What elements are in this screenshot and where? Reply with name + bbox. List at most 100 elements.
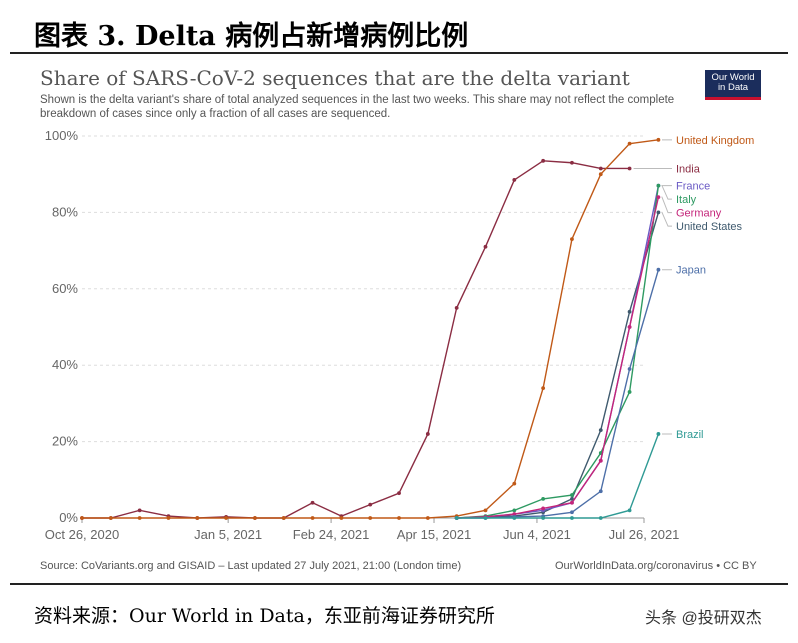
data-point-india bbox=[627, 166, 632, 171]
data-point-japan bbox=[570, 510, 574, 515]
watermark: 头条 @投研双杰 bbox=[645, 610, 762, 627]
data-point-italy bbox=[627, 390, 632, 394]
data-point-japan bbox=[656, 267, 661, 272]
data-point-italy bbox=[656, 183, 661, 188]
data-point-india bbox=[454, 306, 459, 310]
x-tick-label: Oct 26, 2020 bbox=[45, 527, 119, 542]
x-tick-label: Jul 26, 2021 bbox=[609, 527, 680, 542]
data-point-germany bbox=[512, 512, 517, 517]
data-point-brazil bbox=[541, 516, 546, 520]
x-tick-label: Jun 4, 2021 bbox=[503, 527, 571, 542]
label-connector-united-states bbox=[661, 211, 672, 227]
data-point-united-states bbox=[598, 428, 603, 433]
data-point-india bbox=[512, 178, 517, 182]
data-point-united-states bbox=[656, 210, 661, 215]
data-point-india bbox=[137, 508, 142, 513]
data-point-japan bbox=[598, 489, 603, 494]
series-line-germany bbox=[456, 196, 660, 519]
chart-source: Source: CoVariants.org and GISAID – Last… bbox=[40, 560, 462, 572]
data-point-japan bbox=[627, 367, 632, 371]
series-label-france: France bbox=[676, 181, 710, 193]
data-point-germany bbox=[541, 506, 546, 511]
data-point-united-kingdom bbox=[598, 172, 603, 177]
data-point-united-kingdom bbox=[310, 516, 315, 520]
data-point-united-kingdom bbox=[483, 508, 488, 513]
y-tick-label: 80% bbox=[52, 204, 78, 219]
data-point-brazil bbox=[656, 432, 661, 436]
data-point-united-states bbox=[570, 497, 574, 501]
data-point-germany bbox=[627, 325, 632, 329]
series-label-germany: Germany bbox=[676, 208, 722, 220]
chart-subtitle: Shown is the delta variant's share of to… bbox=[40, 94, 675, 120]
data-point-united-kingdom bbox=[570, 237, 574, 242]
series-line-united-kingdom bbox=[82, 139, 659, 519]
data-point-india bbox=[483, 244, 488, 249]
data-point-italy bbox=[512, 508, 517, 513]
data-point-italy bbox=[570, 493, 574, 497]
data-point-united-kingdom bbox=[166, 516, 171, 520]
data-point-united-kingdom bbox=[512, 481, 517, 486]
data-point-brazil bbox=[627, 508, 632, 513]
data-point-italy bbox=[541, 497, 546, 501]
data-point-brazil bbox=[598, 516, 603, 520]
series-label-india: India bbox=[676, 163, 701, 175]
data-point-united-kingdom bbox=[108, 516, 113, 520]
figure-title: 图表 3. Delta 病例占新增病例比例 bbox=[34, 21, 469, 52]
delta-share-line-chart: 0% 20% 40% 60% 80% 100% Oct 26, 2020 Jan 5, 202… bbox=[45, 128, 755, 542]
data-point-united-kingdom bbox=[80, 516, 84, 520]
data-point-india bbox=[598, 166, 603, 171]
data-point-germany bbox=[598, 458, 603, 463]
series-label-united-states: United States bbox=[676, 221, 743, 233]
data-point-united-kingdom bbox=[541, 386, 546, 391]
data-point-india bbox=[397, 491, 401, 496]
data-point-india bbox=[425, 432, 430, 436]
y-tick-label: 40% bbox=[52, 357, 78, 372]
data-point-india bbox=[368, 502, 373, 507]
series-label-italy: Italy bbox=[676, 194, 697, 206]
series-label-united-kingdom: United Kingdom bbox=[676, 135, 754, 147]
data-point-brazil bbox=[570, 516, 574, 520]
owid-logo: Our World in Data bbox=[705, 70, 761, 100]
chart-title: Share of SARS-CoV-2 sequences that are t… bbox=[40, 66, 630, 90]
chart-credit: OurWorldInData.org/coronavirus • CC BY bbox=[555, 560, 757, 572]
data-point-brazil bbox=[512, 516, 517, 520]
x-tick-label: Apr 15, 2021 bbox=[397, 527, 471, 542]
label-connector-italy bbox=[661, 185, 672, 200]
series-line-italy bbox=[456, 185, 660, 519]
y-tick-label: 60% bbox=[52, 281, 78, 296]
data-point-united-kingdom bbox=[224, 516, 229, 520]
data-point-united-kingdom bbox=[253, 516, 257, 520]
data-point-brazil bbox=[454, 516, 459, 520]
data-point-united-kingdom bbox=[368, 516, 373, 520]
data-point-india bbox=[570, 160, 574, 165]
bottom-rule bbox=[10, 583, 788, 585]
data-point-india bbox=[541, 158, 546, 163]
series-label-brazil: Brazil bbox=[676, 429, 704, 441]
logo-line-2: in Data bbox=[717, 82, 749, 93]
logo-line-1: Our World bbox=[711, 72, 755, 83]
data-point-united-kingdom bbox=[339, 516, 344, 520]
x-tick-label: Feb 24, 2021 bbox=[293, 527, 370, 542]
series-label-japan: Japan bbox=[676, 265, 706, 277]
data-point-india bbox=[310, 500, 315, 505]
series-line-france bbox=[456, 185, 660, 519]
data-point-united-kingdom bbox=[137, 516, 142, 520]
data-point-germany bbox=[570, 500, 574, 505]
data-point-united-states bbox=[627, 309, 632, 314]
data-point-united-kingdom bbox=[425, 516, 430, 520]
data-point-united-kingdom bbox=[656, 137, 661, 142]
label-connector-germany bbox=[661, 196, 672, 214]
data-point-united-kingdom bbox=[627, 141, 632, 146]
data-point-united-kingdom bbox=[195, 516, 200, 520]
figure-source-note: 资料来源：Our World in Data，东亚前海证券研究所 bbox=[34, 605, 495, 627]
data-point-united-kingdom bbox=[281, 516, 286, 520]
series-line-brazil bbox=[456, 433, 660, 519]
data-point-united-kingdom bbox=[397, 516, 401, 520]
series-line-india bbox=[82, 160, 630, 519]
y-tick-label: 0% bbox=[59, 510, 78, 525]
data-point-germany bbox=[656, 195, 661, 200]
top-rule bbox=[10, 52, 788, 54]
y-tick-label: 20% bbox=[52, 434, 78, 449]
y-tick-label: 100% bbox=[45, 128, 79, 143]
x-tick-label: Jan 5, 2021 bbox=[194, 527, 262, 542]
